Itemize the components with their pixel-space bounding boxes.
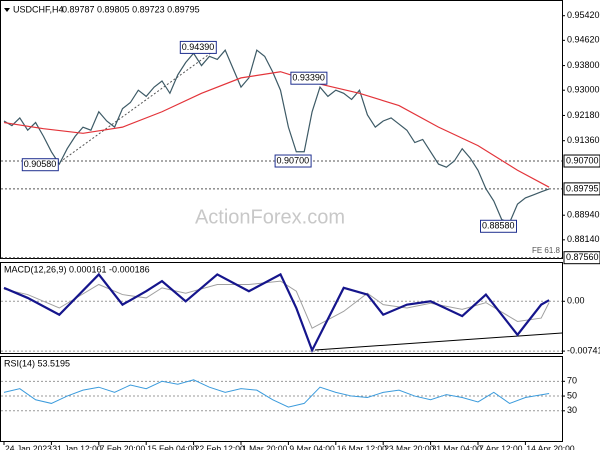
- x-tick-label: 16 Mar 12:00: [337, 444, 387, 450]
- y-tick-label: 0.00: [567, 296, 585, 306]
- x-tick-label: 9 Mar 04:00: [289, 444, 335, 450]
- x-tick-label: 31 Mar 04:00: [432, 444, 482, 450]
- series-line: [3, 379, 550, 408]
- level-box: [563, 182, 600, 196]
- fe-label: FE 61.8: [532, 246, 561, 255]
- level-label: 0.90700: [566, 155, 599, 165]
- series-line: [3, 280, 550, 329]
- macd-trendline: [314, 332, 563, 351]
- series-line: [3, 49, 550, 224]
- annotation-label: 0.94390: [182, 42, 215, 52]
- x-tick-label: 14 Apr 20:00: [526, 444, 574, 450]
- chart-title: USDCHF,H4: [13, 4, 64, 14]
- x-tick-label: 7 Apr 12:00: [479, 444, 523, 450]
- price-pane: [0, 0, 563, 259]
- annotation-label: 0.90700: [277, 155, 310, 165]
- x-tick-label: 1 Mar 20:00: [242, 444, 288, 450]
- annotation-box: [274, 154, 312, 168]
- x-tick-label: 24 Jan 2023: [5, 444, 52, 450]
- x-tick-label: 22 Feb 12:00: [195, 444, 245, 450]
- level-label: 0.87560: [566, 252, 599, 262]
- pane-title: RSI(14) 53.5195: [4, 358, 70, 368]
- y-tick-label: 0.92180: [567, 110, 600, 120]
- watermark: ActionForex.com: [195, 206, 345, 228]
- y-tick-label: 0.91360: [567, 135, 600, 145]
- x-tick-label: 7 Feb 20:00: [100, 444, 146, 450]
- annotation-box: [480, 219, 517, 233]
- annotation-box: [290, 71, 328, 85]
- y-tick-label: 0.94620: [567, 35, 600, 45]
- price-trendline: [59, 49, 216, 163]
- y-tick-label: 50: [567, 390, 577, 400]
- x-tick-label: 31 Jan 12:00: [52, 444, 101, 450]
- x-tick-label: 15 Feb 04:00: [147, 444, 197, 450]
- pane-title: MACD(12,26,9) 0.000161 -0.000186: [4, 264, 150, 274]
- annotation-box: [179, 40, 217, 54]
- y-tick-label: 0.93800: [567, 60, 600, 70]
- annotation-box: [21, 158, 59, 172]
- rsi-pane: [0, 356, 563, 442]
- x-tick-label: 23 Mar 20:00: [384, 444, 434, 450]
- level-label: 0.89795: [566, 183, 599, 193]
- series-line: [3, 272, 550, 354]
- annotation-label: 0.88580: [482, 221, 515, 231]
- y-tick-label: 0.88140: [567, 234, 600, 244]
- y-tick-label: -0.007417: [567, 345, 600, 355]
- y-tick-label: 70: [567, 376, 577, 386]
- y-tick-label: 0.93000: [567, 85, 600, 95]
- quote: 0.89787 0.89805 0.89723 0.89795: [62, 4, 200, 14]
- y-tick-label: 30: [567, 405, 577, 415]
- level-box: [563, 251, 600, 265]
- series-line: [3, 71, 550, 188]
- level-box: [563, 154, 600, 168]
- y-tick-label: 0.88940: [567, 210, 600, 220]
- y-tick-label: 0.95420: [567, 10, 600, 20]
- annotation-label: 0.93390: [292, 73, 325, 83]
- annotation-label: 0.90580: [24, 159, 57, 169]
- macd-pane: [0, 262, 563, 354]
- symbol-icon: [4, 8, 10, 12]
